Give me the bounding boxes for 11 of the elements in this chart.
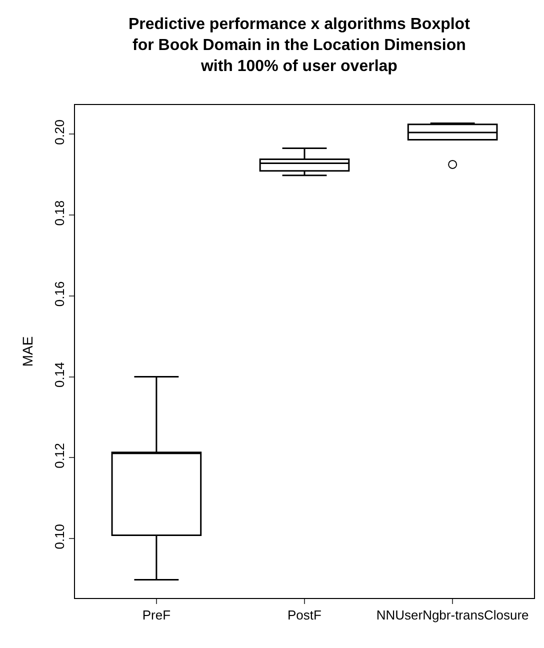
y-tick-label: 0.12 bbox=[52, 443, 67, 468]
y-axis-title: MAE bbox=[19, 336, 36, 367]
y-tick-label: 0.20 bbox=[52, 120, 67, 145]
y-tick-label: 0.14 bbox=[52, 362, 67, 388]
y-tick-label: 0.10 bbox=[52, 524, 67, 550]
chart-title: Predictive performance x algorithms Boxplot for Book Domain in the Location Dimension with 100% of user overlap bbox=[128, 16, 471, 75]
x-tick-label: PreF bbox=[142, 608, 171, 623]
x-tick-label: PostF bbox=[288, 608, 322, 623]
y-tick-label: 0.16 bbox=[52, 281, 67, 307]
x-tick-label: NNUserNgbr-transClosure bbox=[376, 608, 529, 623]
y-tick-label: 0.18 bbox=[52, 200, 67, 226]
